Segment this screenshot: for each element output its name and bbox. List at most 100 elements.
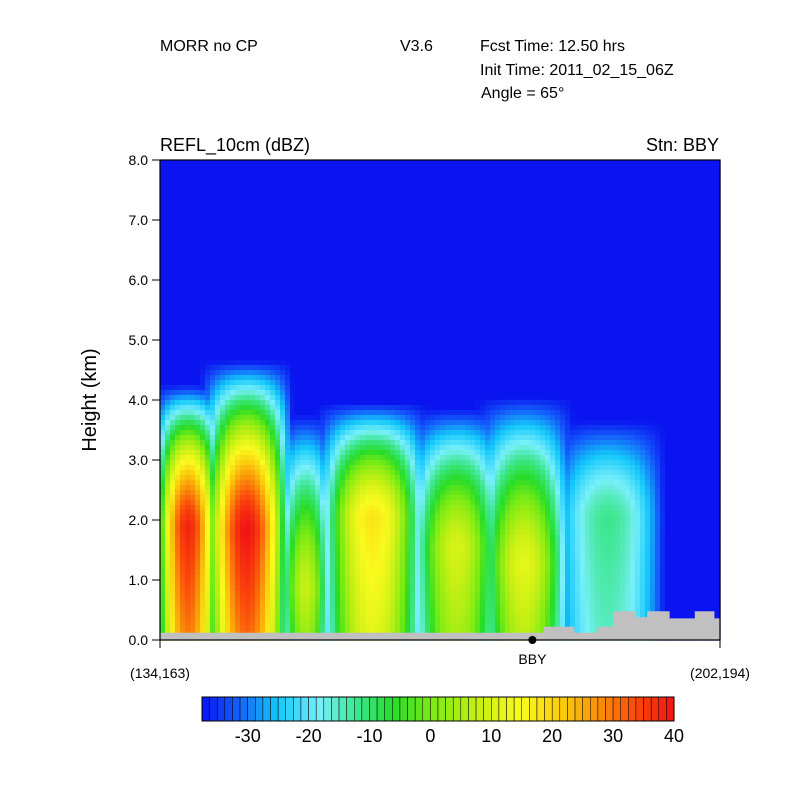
- field-cell: [345, 185, 351, 191]
- field-cell: [420, 305, 426, 311]
- field-cell: [370, 270, 376, 276]
- field-cell: [690, 345, 696, 351]
- field-cell: [570, 375, 576, 381]
- field-cell: [605, 205, 611, 211]
- field-cell: [705, 195, 711, 201]
- field-cell: [415, 315, 421, 321]
- field-cell: [255, 220, 261, 226]
- field-cell: [175, 230, 181, 236]
- field-cell: [270, 335, 276, 341]
- field-cell: [435, 180, 441, 186]
- field-cell: [505, 360, 511, 366]
- field-cell: [345, 300, 351, 306]
- field-cell: [320, 180, 326, 186]
- field-cell: [160, 305, 166, 311]
- field-cell: [300, 330, 306, 336]
- field-cell: [470, 320, 476, 326]
- field-cell: [160, 365, 166, 371]
- field-cell: [520, 315, 526, 321]
- field-cell: [460, 315, 466, 321]
- field-cell: [535, 350, 541, 356]
- field-cell: [345, 285, 351, 291]
- field-cell: [165, 350, 171, 356]
- field-cell: [180, 175, 186, 181]
- field-cell: [645, 225, 651, 231]
- field-cell: [430, 360, 436, 366]
- field-cell: [435, 240, 441, 246]
- field-cell: [425, 325, 431, 331]
- field-cell: [245, 370, 251, 376]
- field-cell: [185, 320, 191, 326]
- field-cell: [505, 205, 511, 211]
- field-cell: [565, 355, 571, 361]
- field-cell: [505, 300, 511, 306]
- field-cell: [670, 370, 676, 376]
- field-cell: [590, 310, 596, 316]
- field-cell: [700, 255, 706, 261]
- field-cell: [425, 235, 431, 241]
- field-cell: [580, 355, 586, 361]
- field-cell: [700, 165, 706, 171]
- field-cell: [335, 300, 341, 306]
- field-cell: [520, 250, 526, 256]
- field-cell: [645, 320, 651, 326]
- field-cell: [530, 335, 536, 341]
- field-cell: [290, 245, 296, 251]
- field-cell: [235, 365, 241, 371]
- field-cell: [400, 360, 406, 366]
- field-cell: [480, 160, 486, 166]
- field-cell: [540, 325, 546, 331]
- field-cell: [385, 330, 391, 336]
- field-cell: [500, 225, 506, 231]
- field-cell: [315, 220, 321, 226]
- field-cell: [705, 280, 711, 286]
- field-cell: [330, 305, 336, 311]
- field-cell: [225, 200, 231, 206]
- field-cell: [690, 365, 696, 371]
- field-cell: [440, 355, 446, 361]
- field-cell: [245, 225, 251, 231]
- field-cell: [360, 195, 366, 201]
- field-cell: [615, 260, 621, 266]
- field-cell: [280, 200, 286, 206]
- field-cell: [695, 360, 701, 366]
- field-cell: [170, 235, 176, 241]
- field-cell: [575, 175, 581, 181]
- field-cell: [215, 345, 221, 351]
- field-cell: [295, 335, 301, 341]
- field-cell: [235, 305, 241, 311]
- field-cell: [535, 345, 541, 351]
- field-cell: [475, 330, 481, 336]
- field-cell: [375, 320, 381, 326]
- field-cell: [465, 350, 471, 356]
- field-cell: [650, 230, 656, 236]
- field-cell: [695, 195, 701, 201]
- field-cell: [280, 205, 286, 211]
- field-cell: [320, 380, 326, 386]
- field-cell: [255, 355, 261, 361]
- field-cell: [430, 320, 436, 326]
- field-cell: [185, 190, 191, 196]
- field-cell: [480, 260, 486, 266]
- field-cell: [365, 225, 371, 231]
- field-cell: [685, 220, 691, 226]
- field-cell: [300, 180, 306, 186]
- field-cell: [185, 370, 191, 376]
- field-cell: [580, 350, 586, 356]
- field-cell: [310, 225, 316, 231]
- field-cell: [465, 365, 471, 371]
- field-cell: [165, 195, 171, 201]
- field-cell: [475, 325, 481, 331]
- field-cell: [245, 280, 251, 286]
- field-cell: [215, 255, 221, 261]
- field-cell: [215, 350, 221, 356]
- field-cell: [410, 330, 416, 336]
- field-cell: [215, 180, 221, 186]
- field-cell: [390, 285, 396, 291]
- field-cell: [545, 285, 551, 291]
- field-cell: [565, 280, 571, 286]
- field-cell: [615, 285, 621, 291]
- field-cell: [580, 200, 586, 206]
- field-cell: [215, 200, 221, 206]
- field-cell: [520, 285, 526, 291]
